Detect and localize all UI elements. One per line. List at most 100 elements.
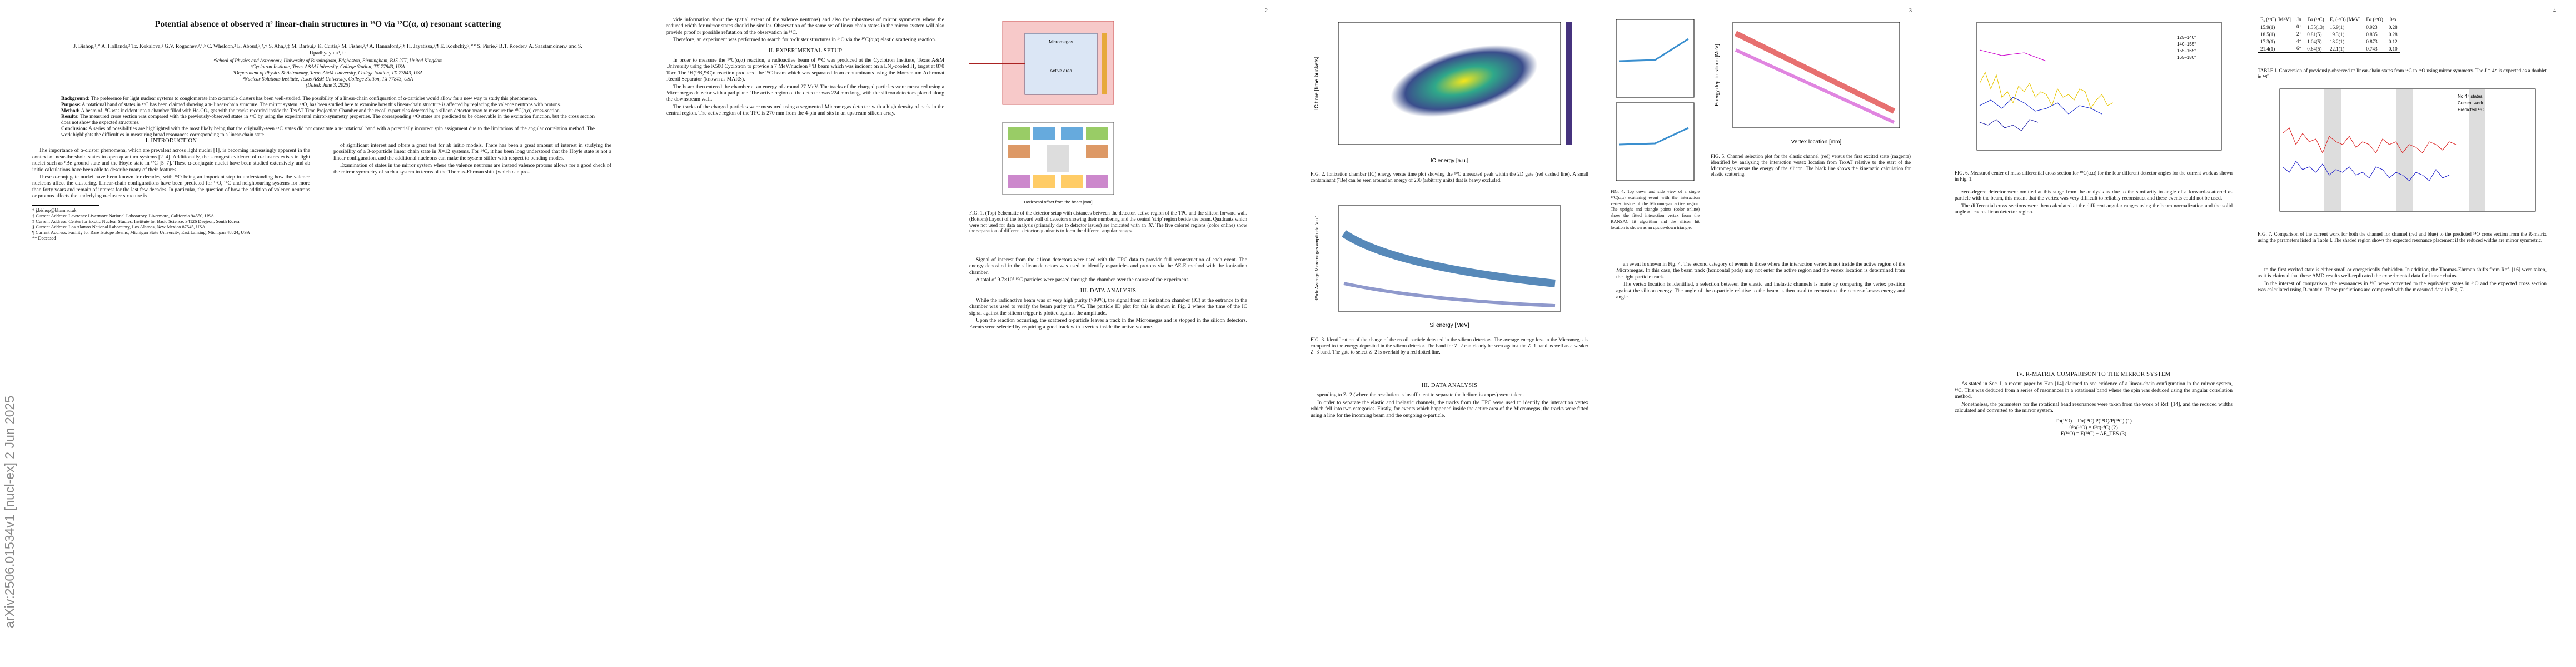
fig5-plot: Vertex location [mm] Energy dep. in sili… xyxy=(1714,22,1900,145)
legend-entry: 140–155° xyxy=(2177,42,2196,47)
fig-label: Micromegas xyxy=(1049,39,1073,44)
abstract-text: A series of possibilities are highlighte… xyxy=(61,125,595,137)
table-cell: 6⁺ xyxy=(2296,46,2302,51)
table-cell: 0.64(5) xyxy=(2307,46,2322,52)
abstract-part: Purpose: A rotational band of states in … xyxy=(61,102,595,108)
figure-caption: FIG. 7. Comparison of the current work f… xyxy=(2258,231,2547,243)
fig1-wall xyxy=(1002,122,1114,195)
silicon-wall xyxy=(1102,33,1107,94)
page-3: 3 IC energy [a.u.] IC time [time buckets… xyxy=(1288,0,1932,667)
table-cell: 15.9(1) xyxy=(2260,24,2275,30)
fig-axis-label: Horizontal offset from the beam [mm] xyxy=(1024,200,1092,205)
abstract-label: Conclusion: xyxy=(61,125,87,131)
heatmap xyxy=(1363,38,1547,128)
table-header: θ²α xyxy=(2389,17,2396,22)
section-heading: II. EXPERIMENTAL SETUP xyxy=(768,47,843,54)
section-heading: IV. R-MATRIX COMPARISON TO THE MIRROR SY… xyxy=(2016,371,2171,377)
paragraphs: Signal of interest from the silicon dete… xyxy=(969,257,1247,283)
table-cell: 1.35(13) xyxy=(2307,24,2324,30)
fig2-plot: IC energy [a.u.] IC time [time buckets] xyxy=(1314,22,1572,164)
abstract-label: Method: xyxy=(61,107,80,113)
table-cell: 21.4(1) xyxy=(2260,46,2275,52)
line-item: Γα(¹⁴O) = Γα(¹⁴C) P(¹⁴O)/P(¹⁴C) (1) xyxy=(2055,418,2132,425)
legend-entry: 165–180° xyxy=(2177,55,2196,60)
table-row: 18.5(1) 2⁺ 0.81(5) 19.3(1) 0.835 0.28 xyxy=(2258,31,2400,38)
fig4-plot xyxy=(1616,19,1695,181)
table-header: Eₓ (¹⁴O) [MeV] xyxy=(2329,17,2361,22)
page-2: 2 vide information about the spatial ext… xyxy=(644,0,1288,667)
legend-entry: No 4⁺ states xyxy=(2458,94,2483,99)
abstract-text: The preference for light nuclear systems… xyxy=(91,96,537,101)
paragraphs: While the radioactive beam was of very h… xyxy=(969,297,1247,330)
paragraph: of significant interest and offers a gre… xyxy=(333,142,611,161)
fig-label: Active area xyxy=(1050,68,1073,73)
left-column: vide information about the spatial exten… xyxy=(666,17,944,656)
line-item: ⁴Nuclear Solutions Institute, Texas A&M … xyxy=(242,76,413,82)
line-item: ¹School of Physics and Astronomy, Univer… xyxy=(213,58,443,63)
authors: J. Bishop,¹,* A. Hollands,² Tz. Kokalova… xyxy=(73,43,582,56)
abstract-label: Background: xyxy=(61,96,90,101)
table-cell: 1.04(5) xyxy=(2307,38,2322,44)
table-cell: 2⁺ xyxy=(2296,31,2302,37)
table-cell: 0.923 xyxy=(2366,24,2378,30)
paragraphs: As stated in Sec. I, a recent paper by H… xyxy=(1955,381,2233,414)
y-axis-title: Energy dep. in silicon [MeV] xyxy=(1714,44,1720,106)
micromegas xyxy=(1024,33,1098,95)
table-header: Eₓ (¹⁴C) [MeV] xyxy=(2260,17,2291,22)
page-4: 4 125–140° 140–155° 155–165° 165–180° FI… xyxy=(1932,0,2576,667)
paragraph: The beam then entered the chamber at an … xyxy=(666,83,944,103)
table-cell: 0.81(5) xyxy=(2307,31,2322,37)
table-row: 21.4(1) 6⁺ 0.64(5) 22.1(1) 0.743 0.10 xyxy=(2258,45,2400,53)
paragraph: vide information about the spatial exten… xyxy=(666,17,944,36)
paragraph: to the first excited state is either sma… xyxy=(2258,267,2547,280)
z2-band xyxy=(1342,230,1556,287)
right-column: an event is shown in Fig. 4. The second … xyxy=(1616,261,1905,656)
paragraph: Upon the reaction occurring, the scatter… xyxy=(969,317,1247,330)
figure-caption: FIG. 5. Channel selection plot for the e… xyxy=(1711,153,1911,177)
abstract: Background: The preference for light nuc… xyxy=(61,96,595,138)
line-item: ³Department of Physics & Astronomy, Texa… xyxy=(233,70,423,76)
fig1-schematic: Micromegas Active area Horizontal offset… xyxy=(969,21,1114,205)
line-item: E(¹⁴O) = E(¹⁴C) + ΔE_TES (3) xyxy=(2060,431,2127,437)
section-heading: III. DATA ANALYSIS xyxy=(1080,287,1137,294)
section-heading: I. INTRODUCTION xyxy=(145,138,197,144)
table-cell: 22.1(1) xyxy=(2329,46,2345,52)
line-item: † Current Address: Lawrence Livermore Na… xyxy=(32,213,215,218)
rmatrix-section: IV. R-MATRIX COMPARISON TO THE MIRROR SY… xyxy=(1955,367,2233,656)
line-item: (Dated: June 3, 2025) xyxy=(306,82,350,88)
paragraph: While the radioactive beam was of very h… xyxy=(969,297,1247,316)
paragraph: The vertex location is identified, a sel… xyxy=(1616,281,1905,301)
paragraph: The tracks of the charged particles were… xyxy=(666,103,944,117)
paragraph: Signal of interest from the silicon dete… xyxy=(969,257,1247,276)
equations: Γα(¹⁴O) = Γα(¹⁴C) P(¹⁴O)/P(¹⁴C) (1) θ²α(¹… xyxy=(1955,418,2233,437)
abstract-text: A beam of ¹⁰C was incident into a chambe… xyxy=(81,107,561,113)
abstract-part: Conclusion: A series of possibilities ar… xyxy=(61,126,595,138)
table-caption: TABLE I. Conversion of previously-observ… xyxy=(2258,68,2547,79)
x-axis-title: Si energy [MeV] xyxy=(1429,322,1469,328)
z1-band xyxy=(1343,282,1556,307)
table-row: 15.9(1) 0⁺ 1.35(13) 16.9(1) 0.923 0.28 xyxy=(2258,23,2400,31)
arxiv-stamp: arXiv:2506.01534v1 [nucl-ex] 2 Jun 2025 xyxy=(2,395,17,628)
paragraph: A total of 9.7×10⁷ ¹⁰C particles were pa… xyxy=(976,277,1189,283)
line-item: ** Deceased xyxy=(32,235,56,241)
figure-caption: FIG. 4. Top down and side view of a sing… xyxy=(1611,189,1700,230)
table-cell: 0.12 xyxy=(2388,38,2398,44)
table-cell: 18.5(1) xyxy=(2260,31,2275,37)
paragraph: an event is shown in Fig. 4. The second … xyxy=(1616,261,1905,280)
paragraphs: vide information about the spatial exten… xyxy=(666,17,944,43)
figure-caption: FIG. 1. (Top) Schematic of the detector … xyxy=(969,210,1247,234)
left-column: I. INTRODUCTION The importance of α-clus… xyxy=(32,133,310,645)
paragraph: zero-degree detector were omitted at thi… xyxy=(1955,189,2233,202)
abstract-part: Results: The measured cross section was … xyxy=(61,113,595,126)
paragraph: spending to Z=2 (where the resolution is… xyxy=(1317,392,1524,399)
paragraph: Therefore, an experiment was performed t… xyxy=(673,37,936,43)
legend-entry: Predicted ¹⁴O xyxy=(2458,107,2484,112)
fig7-plot: No 4⁺ states Current work Predicted ¹⁴O xyxy=(2279,88,2536,212)
paragraph: The importance of α-cluster phenomena, w… xyxy=(32,147,310,173)
abstract-label: Purpose: xyxy=(61,101,81,107)
right-column: Signal of interest from the silicon dete… xyxy=(969,257,1247,657)
x-axis-title: Vertex location [mm] xyxy=(1791,139,1842,145)
left-column: zero-degree detector were omitted at thi… xyxy=(1955,189,2233,356)
paragraph: These α-conjugate nuclei have been known… xyxy=(32,174,310,200)
